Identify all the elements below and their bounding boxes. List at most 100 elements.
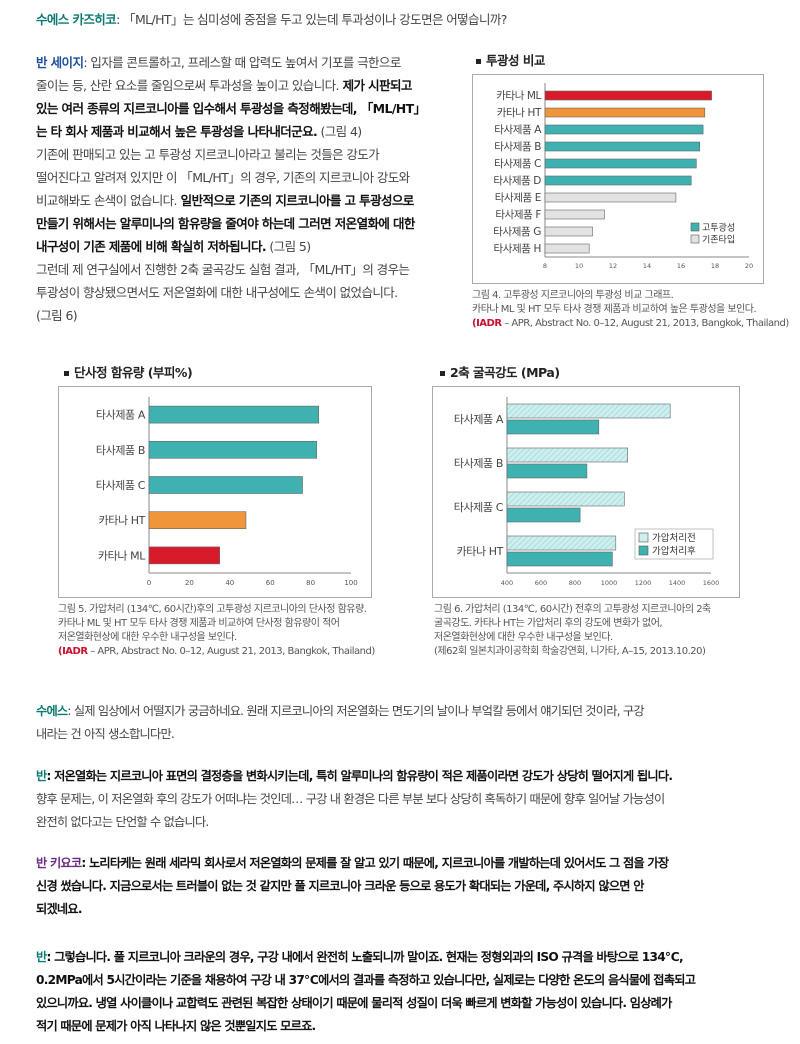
text-line: 내라는 건 아직 생소합니다만.: [36, 727, 175, 741]
tick-label: 20: [745, 262, 753, 270]
caption-line: 저온열화현상에 대한 우수한 내구성을 보인다.: [434, 632, 613, 643]
category-label: 카타나 ML: [496, 90, 541, 102]
text-line: 완전히 없다고는 단언할 수 없습니다.: [36, 815, 209, 829]
text-line: 투광성이 향상됐으면서도 저온열화에 대한 내구성에도 손색이 없었습니다.: [36, 285, 398, 300]
category-label: 타사제품 D: [493, 175, 541, 187]
tick-label: 1400: [669, 579, 686, 587]
caption-line: 그림 5. 가압처리 (134℃, 60시간)후의 고투광성 지르코니아의 단사…: [58, 604, 367, 615]
category-label: 타사제품 C: [494, 158, 541, 170]
bullet-square-icon: [476, 59, 481, 64]
caption-line: – APR, Abstract No. 0–12, August 21, 201…: [504, 318, 789, 329]
bar: [148, 511, 247, 529]
bar: [544, 107, 706, 118]
tick-label: 80: [306, 579, 315, 587]
text-line: 비교해봐도 손색이 없습니다.: [36, 193, 178, 208]
caption-line: 저온열화현상에 대한 우수한 내구성을 보인다.: [58, 632, 237, 643]
category-label: 타사제품 A: [494, 124, 542, 136]
tick-label: 100: [344, 579, 357, 587]
category-label: 카타나 HT: [99, 514, 146, 527]
category-label: 타사제품 B: [96, 444, 145, 457]
speaker-name: 수에스: [36, 704, 68, 718]
legend-label: 고투광성: [702, 222, 735, 234]
category-label: 타사제품 E: [495, 192, 541, 204]
legend-label: 가압처리후: [652, 545, 696, 557]
caption-line: 굴곡강도. 카타나 HT는 가압처리 후의 강도에 변화가 없어,: [434, 618, 663, 629]
caption-line: 카타나 ML 및 HT 모두 타사 경쟁 제품과 비교하여 단사정 함유량이 적…: [58, 618, 340, 629]
category-label: 타사제품 B: [494, 141, 541, 153]
caption-line: (제62회 일본치과이공학회 학술강연회, 니가타, A–15, 2013.10…: [434, 646, 706, 657]
fig5-title-text: 단사정 함유량 (부피%): [74, 365, 193, 380]
fig6-chart: 타사제품 A 타사제품 B 타사제품 C 카타나 HT 400 600 800 1000 120…: [432, 386, 740, 598]
fig6-title-text: 2축 굴곡강도 (MPa): [450, 365, 560, 380]
speaker-name: 반: [36, 769, 47, 783]
tick-label: 40: [225, 579, 234, 587]
fig4-chart: 카타나 ML 카타나 HT 타사제품 A 타사제품 B 타사제품 C 타사제품 D 타사제품…: [472, 74, 764, 284]
tick-label: 14: [643, 262, 651, 270]
text-line: 만들기 위해서는 알루미나의 함유량을 줄여야 하는데 그러면 저온열화에 대한: [36, 216, 415, 231]
tick-label: 1600: [703, 579, 720, 587]
caption-line: 그림 4. 고투광성 지르코니아의 투광성 비교 그래프.: [472, 290, 674, 301]
tick-label: 18: [711, 262, 719, 270]
text-line: : 실제 임상에서 어떨지가 궁금하네요. 원래 지르코니아의 저온열화는 면도…: [67, 704, 644, 718]
tick-label: 600: [535, 579, 547, 587]
bar: [148, 546, 220, 565]
bar: [544, 90, 712, 101]
text-line: 신경 썼습니다. 지금으로서는 트러블이 없는 것 같지만 풀 지르코니아 크라…: [36, 879, 644, 893]
bar: [148, 440, 317, 459]
text-line: 향후 문제는, 이 저온열화 후의 강도가 어떠냐는 것인데… 구강 내 환경은…: [36, 792, 665, 806]
text-line: 있는 여러 종류의 지르코니아를 입수해서 투광성을 측정해봤는데, 「ML/H…: [36, 101, 426, 116]
bar: [544, 175, 692, 186]
bold-text: : 저온열화는 지르코니아 표면의 결정층을 변화시키는데, 특히 알루미나의 …: [46, 769, 673, 783]
sage-paragraph: 반 세이지: 입자를 콘트롤하고, 프레스할 때 압력도 높여서 기포를 극한으…: [36, 51, 460, 327]
fig4-title-text: 투광성 비교: [486, 53, 545, 68]
text-line: : 그렇습니다. 풀 지르코니아 크라운의 경우, 구강 내에서 완전히 노출되…: [46, 950, 683, 964]
bar: [544, 141, 700, 152]
text-line: : 입자를 콘트롤하고, 프레스할 때 압력도 높여서 기포를 극한으로: [83, 55, 401, 70]
speaker-name: 반: [36, 950, 47, 964]
speaker-name: 반 세이지: [36, 55, 84, 70]
tick-label: 12: [609, 262, 617, 270]
tick-label: 10: [575, 262, 583, 270]
legend-swatch: [638, 545, 649, 556]
bullet-square-icon: [440, 371, 445, 376]
text-line: : 노리타케는 원래 세라믹 회사로서 저온열화의 문제를 잘 알고 있기 때문…: [81, 856, 669, 870]
tick-label: 400: [501, 579, 513, 587]
tick-label: 16: [677, 262, 685, 270]
fig5-svg: 타사제품 A 타사제품 B 타사제품 C 카타나 HT 카타나 ML 0 20 40 60 80 1…: [96, 397, 358, 587]
category-label: 타사제품 A: [96, 409, 146, 422]
category-label: 타사제품 A: [454, 413, 504, 426]
fig4-svg: 카타나 ML 카타나 HT 타사제품 A 타사제품 B 타사제품 C 타사제품 D 타사제품…: [493, 83, 753, 270]
intro-paragraph: 수에스 카즈히코: 「ML/HT」는 심미성에 중점을 두고 있는데 투과성이나…: [36, 8, 776, 31]
legend-label: 기존타입: [702, 234, 735, 246]
fig6-caption: 그림 6. 가압처리 (134℃, 60시간) 전후의 고투광성 지르코니아의 …: [434, 603, 774, 659]
bar-after: [506, 507, 581, 523]
fig5-chart: 타사제품 A 타사제품 B 타사제품 C 카타나 HT 카타나 ML 0 20 40 60 80 1…: [58, 386, 372, 598]
caption-line: 그림 6. 가압처리 (134℃, 60시간) 전후의 고투광성 지르코니아의 …: [434, 604, 711, 615]
legend-swatch: [690, 234, 700, 244]
fig6-svg: 타사제품 A 타사제품 B 타사제품 C 카타나 HT 400 600 800 1000 120…: [454, 397, 720, 587]
bar: [544, 209, 605, 220]
speaker-name: 수에스 카즈히코: [36, 12, 117, 27]
speaker-name: 반 키요코: [36, 856, 82, 870]
tick-label: 1000: [601, 579, 618, 587]
category-label: 타사제품 H: [494, 243, 541, 255]
text-line: 0.2MPa에서 5시간이라는 기준을 채용하여 구강 내 37℃에서의 결과를…: [36, 973, 696, 987]
bar-before: [506, 447, 628, 463]
text-line: 줄이는 등, 산란 요소를 줄임으로써 투과성을 높이고 있습니다.: [36, 78, 339, 93]
category-label: 타사제품 F: [495, 209, 541, 221]
a2-paragraph: 반: 저온열화는 지르코니아 표면의 결정층을 변화시키는데, 특히 알루미나의…: [36, 765, 776, 834]
text-line: 기존에 판매되고 있는 고 투광성 지르코니아라고 불리는 것들은 강도가: [36, 147, 380, 162]
tick-label: 8: [543, 262, 547, 270]
category-label: 카타나 ML: [98, 549, 146, 562]
category-label: 타사제품 G: [493, 226, 541, 238]
text-line: (그림 6): [36, 308, 78, 323]
bar: [544, 124, 704, 135]
category-label: 타사제품 C: [454, 501, 504, 514]
intro-text: : 「ML/HT」는 심미성에 중점을 두고 있는데 투과성이나 강도면은 어떻…: [116, 12, 507, 27]
text-line: 적기 때문에 문제가 아직 나타나지 않은 것뿐일지도 모르죠.: [36, 1019, 316, 1033]
text-line: 내구성이 기존 제품에 비해 확실히 저하됩니다.: [36, 239, 267, 254]
fig4-title: 투광성 비교: [476, 50, 545, 69]
tick-label: 800: [569, 579, 581, 587]
caption-line: 카타나 ML 및 HT 모두 타사 경쟁 제품과 비교하여 높은 투광성을 보인…: [472, 304, 757, 315]
bar-after: [506, 551, 613, 567]
